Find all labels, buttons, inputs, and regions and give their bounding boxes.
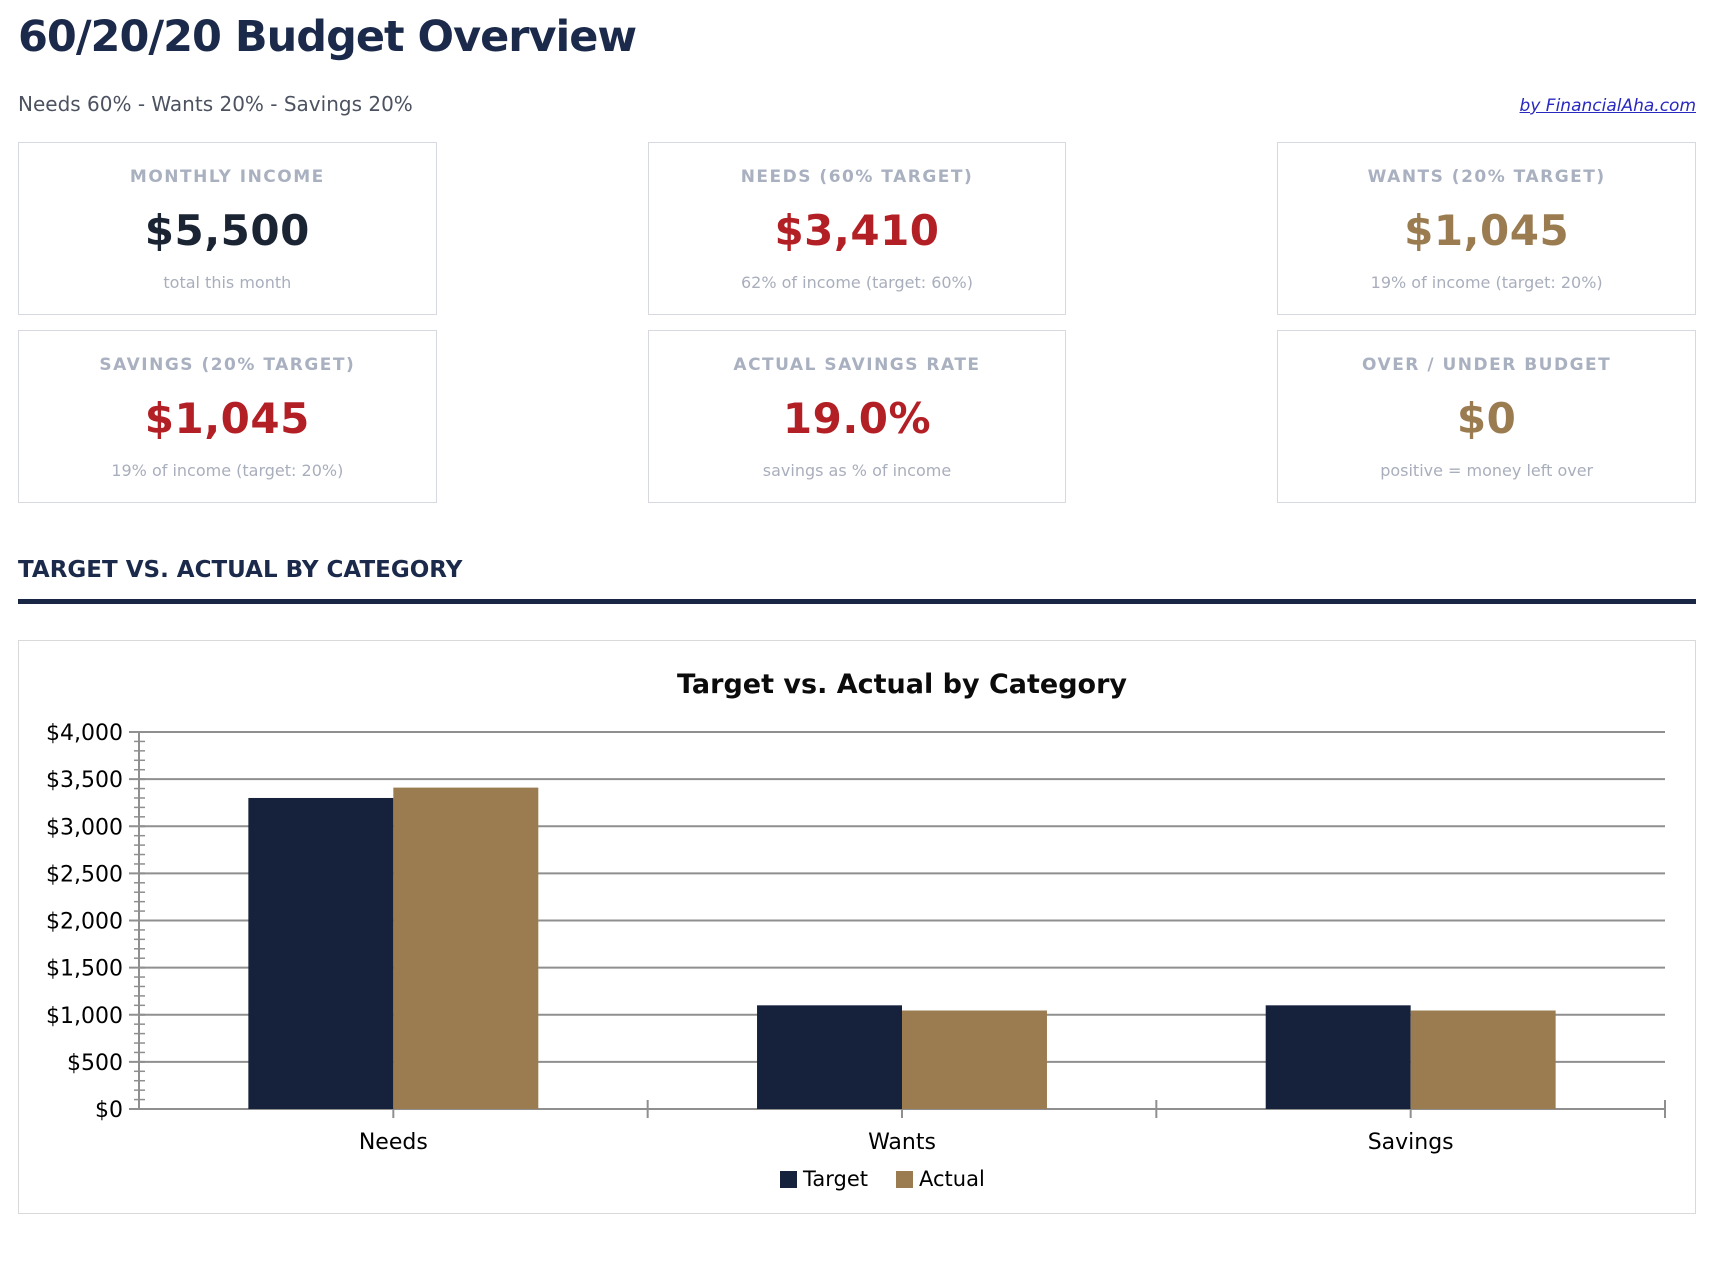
card-value: $1,045 [1404,205,1570,255]
card-subtext: 62% of income (target: 60%) [740,273,973,292]
card-value: $1,045 [144,393,310,443]
stat-cards-grid: MONTHLY INCOME $5,500 total this month N… [18,142,1696,503]
section-divider [18,599,1696,604]
y-tick-label: $1,500 [46,957,123,982]
card-needs: NEEDS (60% TARGET) $3,410 62% of income … [647,142,1067,315]
legend-swatch-actual [896,1171,913,1188]
bar-actual-wants [902,1010,1047,1109]
y-tick-label: $1,000 [46,1004,123,1029]
y-tick-label: $2,000 [46,910,123,935]
y-tick-label: $2,500 [46,862,123,887]
bar-actual-needs [393,787,539,1109]
y-tick-label: $3,500 [46,768,123,793]
bar-target-needs [248,797,394,1109]
legend-label-target: Target [802,1167,868,1191]
chart-title: Target vs. Actual by Category [677,669,1127,700]
card-label: OVER / UNDER BUDGET [1362,355,1612,375]
financialaha-credit-link[interactable]: by FinancialAha.com [1519,96,1696,116]
card-subtext: 19% of income (target: 20%) [1370,273,1603,292]
card-subtext: positive = money left over [1380,461,1594,480]
card-monthly-income: MONTHLY INCOME $5,500 total this month [18,142,437,315]
card-label: MONTHLY INCOME [129,167,325,187]
card-subtext: 19% of income (target: 20%) [111,461,344,480]
card-label: NEEDS (60% TARGET) [740,167,974,187]
card-value: 19.0% [782,393,932,443]
x-category-label: Savings [1368,1130,1454,1155]
bar-actual-savings [1410,1010,1556,1109]
target-vs-actual-chart-card: Target vs. Actual by Category $0 $500 $1,00… [18,640,1696,1214]
legend-label-actual: Actual [919,1167,985,1191]
card-actual-savings-rate: ACTUAL SAVINGS RATE 19.0% savings as % o… [647,330,1067,503]
x-category-label: Wants [868,1130,936,1155]
card-label: WANTS (20% TARGET) [1367,167,1606,187]
card-subtext: total this month [163,273,292,292]
card-value: $0 [1456,393,1517,443]
page-title: 60/20/20 Budget Overview [18,12,637,62]
card-over-under-budget: OVER / UNDER BUDGET $0 positive = money … [1277,330,1696,503]
bar-target-savings [1265,1005,1411,1109]
card-savings: SAVINGS (20% TARGET) $1,045 19% of incom… [18,330,437,503]
card-label: SAVINGS (20% TARGET) [99,355,356,375]
target-vs-actual-bar-chart: Target vs. Actual by Category $0 $500 $1,00… [46,669,1666,1191]
card-wants: WANTS (20% TARGET) $1,045 19% of income … [1277,142,1696,315]
y-tick-label: $0 [95,1098,123,1123]
subheader-row: Needs 60% - Wants 20% - Savings 20% by F… [18,92,1696,116]
card-value: $5,500 [144,205,310,255]
legend-swatch-target [780,1171,797,1188]
x-category-label: Needs [359,1130,428,1155]
card-value: $3,410 [774,205,940,255]
bar-target-wants [757,1005,902,1109]
y-tick-label: $4,000 [46,721,123,746]
card-label: ACTUAL SAVINGS RATE [733,355,981,375]
budget-overview-page: 60/20/20 Budget Overview Needs 60% - Wan… [18,12,1696,1214]
section-heading-target-vs-actual: TARGET VS. ACTUAL BY CATEGORY [18,557,463,583]
y-tick-label: $3,000 [46,815,123,840]
y-tick-label: $500 [67,1051,123,1076]
card-subtext: savings as % of income [762,461,952,480]
budget-rule-subtitle: Needs 60% - Wants 20% - Savings 20% [18,92,413,116]
